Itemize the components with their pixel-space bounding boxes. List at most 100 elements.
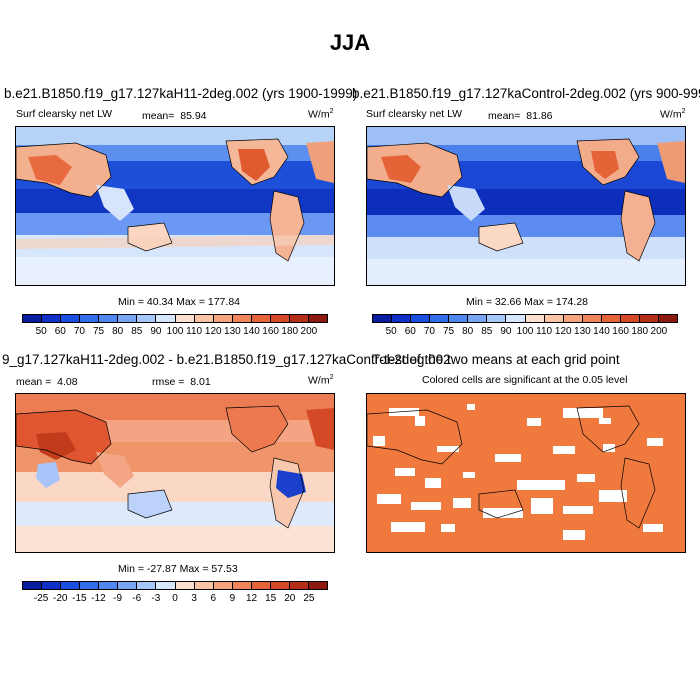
- colorbar-swatch: [308, 315, 327, 322]
- colorbar-swatch: [175, 315, 195, 322]
- panel1-colorbar: [22, 314, 328, 323]
- colorbar-tick-label: 70: [73, 326, 85, 337]
- colorbar-swatch: [156, 315, 176, 322]
- colorbar-tick-label: 160: [612, 326, 629, 337]
- colorbar-swatch: [137, 582, 157, 589]
- panel4-map-graphic: [367, 394, 685, 552]
- colorbar-swatch: [468, 315, 488, 322]
- colorbar-tick-label: 110: [536, 326, 553, 337]
- panel2-map-graphic: [367, 127, 685, 285]
- figure-title: JJA: [329, 30, 371, 55]
- panel3-rmse: rmse = 8.01: [152, 376, 211, 388]
- colorbar-tick-label: 110: [186, 326, 203, 337]
- panel2-colorbar-ticks: 50 60 70 75 80 85 90 100 110 120 130 140 160 180 200: [372, 326, 678, 340]
- panel2-mean: mean= 81.86: [488, 110, 553, 122]
- colorbar-swatch: [251, 582, 271, 589]
- panel1-map: [15, 126, 335, 286]
- colorbar-swatch: [213, 582, 233, 589]
- colorbar-tick-label: 9: [229, 593, 236, 604]
- colorbar-tick-label: 180: [631, 326, 649, 337]
- panel2-units: W/m2: [660, 108, 686, 121]
- colorbar-swatch: [270, 315, 290, 322]
- panel3-minmax: Min = -27.87 Max = 57.53: [118, 563, 238, 575]
- colorbar-tick-label: 60: [404, 326, 416, 337]
- panel3-map-graphic: [16, 394, 334, 552]
- colorbar-swatch: [289, 582, 309, 589]
- colorbar-tick-label: 85: [481, 326, 493, 337]
- colorbar-swatch: [175, 582, 195, 589]
- colorbar-swatch: [506, 315, 526, 322]
- colorbar-swatch: [373, 315, 393, 322]
- colorbar-tick-label: 12: [245, 593, 258, 604]
- colorbar-tick-label: 130: [574, 326, 591, 337]
- panel1-title: b.e21.B1850.f19_g17.127kaH11-2deg.002 (y…: [4, 86, 358, 101]
- colorbar-tick-label: 90: [500, 326, 512, 337]
- colorbar-swatch: [42, 582, 62, 589]
- panel1-map-graphic: [16, 127, 334, 285]
- colorbar-tick-label: -12: [91, 593, 106, 604]
- panel3-units: W/m2: [308, 374, 334, 387]
- colorbar-tick-label: 180: [281, 326, 299, 337]
- colorbar-tick-label: 75: [92, 326, 105, 337]
- panel1-mean: mean= 85.94: [142, 110, 207, 122]
- colorbar-tick-label: -3: [151, 593, 161, 604]
- colorbar-tick-label: 0: [172, 593, 178, 604]
- colorbar-swatch: [118, 315, 138, 322]
- colorbar-swatch: [658, 315, 677, 322]
- colorbar-tick-label: 200: [300, 326, 318, 337]
- colorbar-swatch: [213, 315, 233, 322]
- colorbar-swatch: [430, 315, 450, 322]
- panel3-colorbar-ticks: -25 -20 -15 -12 -9 -6 -3 0 3 6 9 12 15 20 25: [22, 593, 328, 607]
- colorbar-swatch: [639, 315, 659, 322]
- colorbar-swatch: [61, 315, 81, 322]
- colorbar-tick-label: -6: [132, 593, 142, 604]
- colorbar-tick-label: 130: [224, 326, 241, 337]
- colorbar-tick-label: 75: [442, 326, 455, 337]
- colorbar-swatch: [601, 315, 621, 322]
- colorbar-swatch: [232, 582, 252, 589]
- colorbar-tick-label: 15: [265, 593, 277, 604]
- colorbar-swatch: [99, 315, 119, 322]
- colorbar-tick-label: -25: [33, 593, 49, 604]
- colorbar-swatch: [308, 582, 327, 589]
- colorbar-tick-label: 140: [593, 326, 610, 337]
- colorbar-tick-label: 200: [650, 326, 668, 337]
- panel1-variable: Surf clearsky net LW: [16, 108, 113, 120]
- colorbar-tick-label: 120: [554, 326, 572, 337]
- colorbar-swatch: [582, 315, 602, 322]
- colorbar-tick-label: 100: [516, 326, 534, 337]
- colorbar-tick-label: 50: [385, 326, 397, 337]
- colorbar-swatch: [232, 315, 252, 322]
- panel3-map: [15, 393, 335, 553]
- colorbar-tick-label: 80: [112, 326, 124, 337]
- panel4-map: [366, 393, 686, 553]
- colorbar-tick-label: 60: [54, 326, 66, 337]
- colorbar-swatch: [118, 582, 138, 589]
- colorbar-swatch: [525, 315, 545, 322]
- panel1-minmax: Min = 40.34 Max = 177.84: [118, 296, 240, 308]
- colorbar-swatch: [137, 315, 157, 322]
- colorbar-tick-label: 25: [303, 593, 315, 604]
- colorbar-swatch: [61, 582, 81, 589]
- colorbar-swatch: [194, 582, 214, 589]
- panel2-variable: Surf clearsky net LW: [366, 108, 463, 120]
- colorbar-swatch: [23, 582, 43, 589]
- colorbar-swatch: [80, 315, 100, 322]
- colorbar-tick-label: 90: [150, 326, 162, 337]
- colorbar-tick-label: 85: [131, 326, 143, 337]
- colorbar-swatch: [620, 315, 640, 322]
- colorbar-tick-label: 70: [423, 326, 435, 337]
- colorbar-tick-label: 80: [462, 326, 474, 337]
- colorbar-swatch: [194, 315, 214, 322]
- colorbar-tick-label: 6: [210, 593, 217, 604]
- colorbar-swatch: [99, 582, 119, 589]
- colorbar-swatch: [449, 315, 469, 322]
- colorbar-tick-label: -9: [113, 593, 123, 604]
- colorbar-tick-label: 50: [35, 326, 47, 337]
- colorbar-swatch: [544, 315, 564, 322]
- panel4-title: T-test of the two means at each grid poi…: [372, 352, 620, 367]
- colorbar-swatch: [156, 582, 176, 589]
- colorbar-tick-label: 160: [262, 326, 279, 337]
- colorbar-swatch: [487, 315, 507, 322]
- colorbar-swatch: [411, 315, 431, 322]
